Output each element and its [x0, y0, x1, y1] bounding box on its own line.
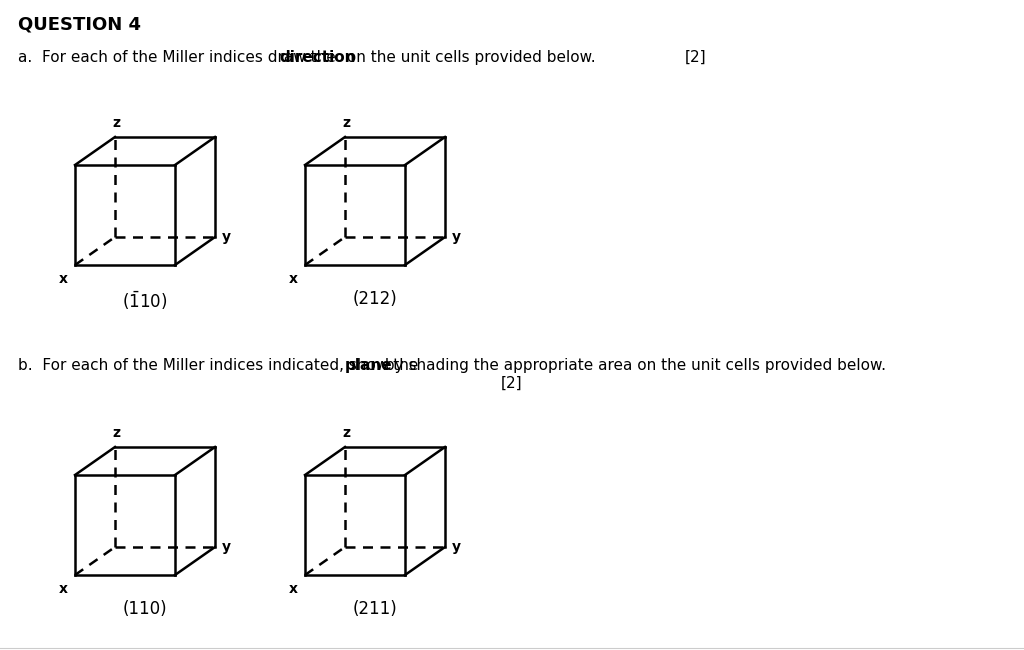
Text: [2]: [2] — [501, 376, 523, 391]
Text: (110): (110) — [123, 600, 167, 618]
Text: direction: direction — [280, 50, 356, 65]
Text: on the unit cells provided below.: on the unit cells provided below. — [342, 50, 596, 65]
Text: a.  For each of the Miller indices draw the: a. For each of the Miller indices draw t… — [18, 50, 341, 65]
Text: z: z — [342, 426, 350, 440]
Text: x: x — [59, 582, 68, 596]
Text: z: z — [112, 426, 120, 440]
Text: y: y — [222, 540, 231, 554]
Text: y: y — [222, 230, 231, 244]
Text: [2]: [2] — [685, 50, 707, 65]
Text: (211): (211) — [352, 600, 397, 618]
Text: $(\bar{1}10)$: $(\bar{1}10)$ — [122, 290, 168, 313]
Text: x: x — [59, 272, 68, 286]
Text: z: z — [342, 116, 350, 130]
Text: (212): (212) — [352, 290, 397, 308]
Text: x: x — [289, 272, 298, 286]
Text: QUESTION 4: QUESTION 4 — [18, 16, 141, 34]
Text: by shading the appropriate area on the unit cells provided below.: by shading the appropriate area on the u… — [380, 358, 886, 373]
Text: x: x — [289, 582, 298, 596]
Text: y: y — [452, 230, 461, 244]
Text: z: z — [112, 116, 120, 130]
Text: plane: plane — [345, 358, 393, 373]
Text: y: y — [452, 540, 461, 554]
Text: b.  For each of the Miller indices indicated, show the: b. For each of the Miller indices indica… — [18, 358, 423, 373]
